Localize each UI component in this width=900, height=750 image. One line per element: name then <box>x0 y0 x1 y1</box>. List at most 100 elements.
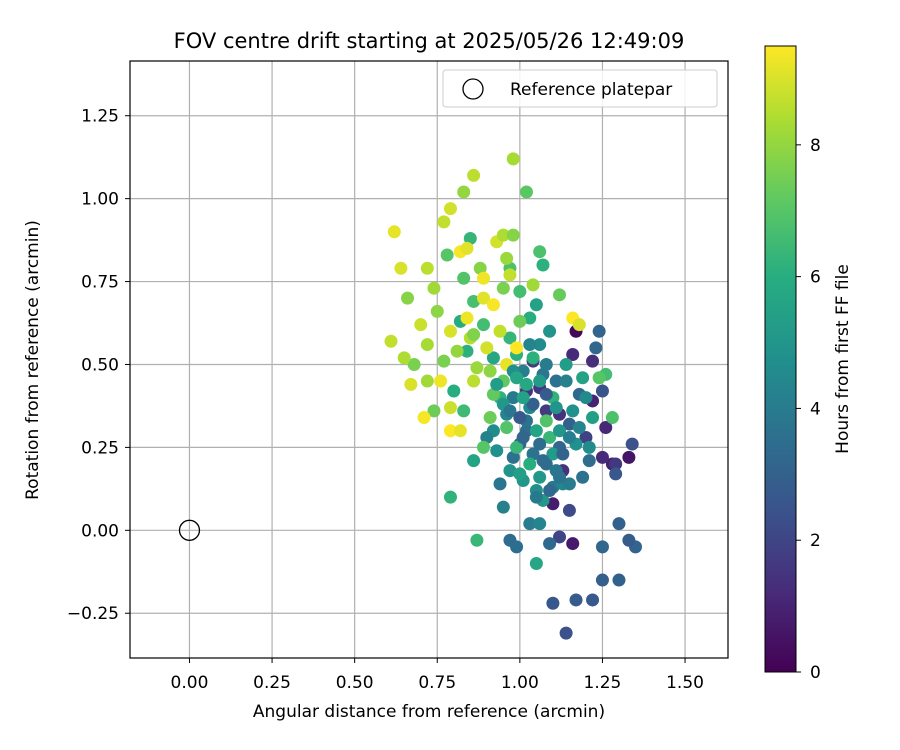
data-point <box>536 258 550 272</box>
data-point <box>401 291 415 305</box>
data-point <box>503 268 517 282</box>
data-point <box>562 503 576 517</box>
data-point <box>595 573 609 587</box>
colorbar-tick-label: 2 <box>810 531 821 551</box>
data-point <box>625 437 639 451</box>
legend: Reference platepar <box>442 69 718 108</box>
data-point <box>523 517 537 531</box>
data-point <box>543 324 557 338</box>
data-point <box>553 530 567 544</box>
data-point <box>539 387 553 401</box>
chart-title: FOV centre drift starting at 2025/05/26 … <box>174 29 685 53</box>
x-tick-label: 1.00 <box>501 673 539 693</box>
data-point <box>516 430 530 444</box>
x-axis-ticks: 0.00 0.25 0.50 0.75 1.00 1.25 1.50 <box>171 658 704 693</box>
data-point <box>586 354 600 368</box>
data-point <box>543 537 557 551</box>
data-point <box>500 251 514 265</box>
data-point <box>536 454 550 468</box>
data-point <box>622 450 636 464</box>
data-point <box>576 371 590 385</box>
data-point <box>506 391 520 405</box>
data-point <box>493 324 507 338</box>
y-tick-label: 0.25 <box>81 438 119 458</box>
data-point <box>589 341 603 355</box>
data-point <box>612 517 626 531</box>
data-point <box>592 324 606 338</box>
data-point <box>533 374 547 388</box>
data-point <box>562 417 576 431</box>
data-point <box>460 344 474 358</box>
data-point <box>529 424 543 438</box>
data-point <box>443 324 457 338</box>
legend-box <box>442 69 718 108</box>
data-point <box>559 357 573 371</box>
data-point <box>486 298 500 312</box>
data-point <box>417 411 431 425</box>
data-point <box>460 241 474 255</box>
data-point <box>477 291 491 305</box>
data-point <box>513 411 527 425</box>
data-point <box>480 341 494 355</box>
data-point <box>500 420 514 434</box>
data-point <box>562 430 576 444</box>
data-point <box>595 540 609 554</box>
data-point <box>609 467 623 481</box>
data-point <box>529 298 543 312</box>
data-point <box>526 447 540 461</box>
data-point <box>523 457 537 471</box>
data-point <box>483 411 497 425</box>
data-point <box>579 430 593 444</box>
data-point <box>490 377 504 391</box>
data-point <box>566 537 580 551</box>
data-point <box>387 225 401 239</box>
data-point <box>414 318 428 332</box>
data-point <box>490 444 504 458</box>
data-point <box>457 271 471 285</box>
data-point <box>529 490 543 504</box>
data-point <box>477 318 491 332</box>
grid <box>130 61 728 658</box>
x-tick-label: 1.25 <box>584 673 622 693</box>
data-point <box>546 447 560 461</box>
data-point <box>443 490 457 504</box>
data-point <box>486 351 500 365</box>
x-tick-label: 0.25 <box>253 673 291 693</box>
data-point <box>556 447 570 461</box>
data-point <box>553 470 567 484</box>
data-point <box>543 430 557 444</box>
data-point <box>572 318 586 332</box>
data-point <box>523 311 537 325</box>
data-point <box>440 248 454 262</box>
data-point <box>519 185 533 199</box>
reference-platepar-marker <box>178 519 201 541</box>
y-tick-label: −0.25 <box>67 604 119 624</box>
y-tick-label: 1.00 <box>81 190 119 210</box>
y-tick-label: 0.50 <box>81 355 119 375</box>
data-point <box>453 424 467 438</box>
x-tick-label: 0.75 <box>418 673 456 693</box>
x-tick-label: 0.50 <box>336 673 374 693</box>
data-point <box>450 344 464 358</box>
data-point <box>539 414 553 428</box>
y-axis-ticks: −0.25 0.00 0.25 0.50 0.75 1.00 1.25 <box>67 107 130 624</box>
colorbar-tick-label: 4 <box>810 399 821 419</box>
data-point <box>467 294 481 308</box>
data-point <box>493 477 507 491</box>
data-point <box>526 278 540 292</box>
data-point <box>576 470 590 484</box>
data-point <box>503 404 517 418</box>
data-point <box>510 341 524 355</box>
data-point <box>420 374 434 388</box>
colorbar <box>764 45 797 673</box>
data-point <box>523 338 537 352</box>
data-point <box>533 437 547 451</box>
data-point <box>559 374 573 388</box>
data-point <box>427 281 441 295</box>
data-point <box>443 424 457 438</box>
data-point <box>539 404 553 418</box>
legend-label: Reference platepar <box>510 80 672 100</box>
data-point <box>496 281 510 295</box>
data-point <box>470 361 484 375</box>
data-point <box>443 401 457 415</box>
